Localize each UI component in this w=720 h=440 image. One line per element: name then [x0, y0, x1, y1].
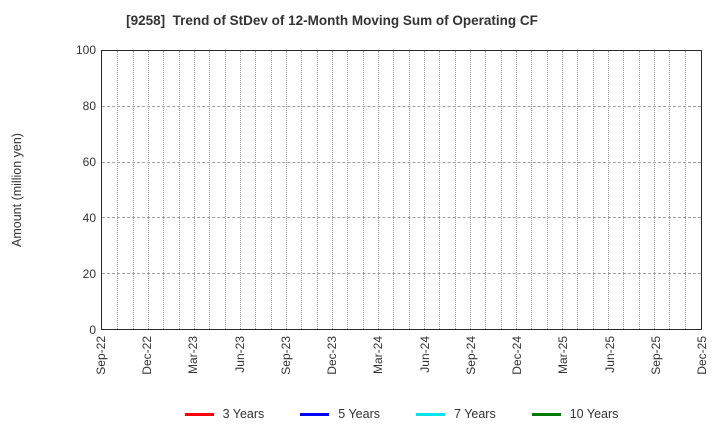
x-tick-label: Sep-24 [463, 336, 478, 375]
vertical-gridline [286, 51, 287, 329]
vertical-gridline [362, 51, 364, 329]
legend-item: 5 Years [300, 407, 380, 421]
x-tick-label: Sep-25 [648, 336, 663, 375]
legend-item: 3 Years [184, 407, 265, 421]
vertical-gridline [439, 51, 441, 329]
x-tick-label: Sep-22 [94, 336, 108, 375]
y-tick-label: 0 [89, 323, 96, 337]
vertical-gridline [454, 51, 456, 329]
plot-area [101, 50, 702, 330]
vertical-gridline [424, 51, 425, 329]
vertical-gridline [163, 51, 165, 329]
vertical-gridline [669, 51, 671, 329]
legend-label: 3 Years [222, 407, 265, 421]
x-tick-label: Mar-24 [371, 336, 386, 375]
vertical-gridline [516, 51, 517, 329]
vertical-gridline [240, 51, 241, 329]
x-tick-label: Dec-23 [325, 336, 340, 375]
x-tick-label: Dec-24 [510, 336, 525, 375]
y-axis-tick-labels: 0 20 40 60 80 100 [0, 43, 96, 337]
vertical-gridline [148, 51, 149, 329]
y-tick-label: 60 [82, 155, 96, 169]
vertical-gridline [316, 51, 318, 329]
x-tick-label: Jun-23 [232, 336, 247, 373]
y-tick-label: 80 [82, 99, 96, 113]
horizontal-gridline [102, 161, 701, 163]
vertical-gridline [332, 51, 333, 329]
vertical-gridline [224, 51, 226, 329]
legend-line-swatch [184, 412, 214, 416]
vertical-gridline [500, 51, 502, 329]
horizontal-gridline [102, 272, 701, 274]
x-tick-label: Mar-23 [186, 336, 201, 375]
vertical-gridline [638, 51, 640, 329]
vertical-gridline [209, 51, 211, 329]
vertical-gridline [562, 51, 563, 329]
vertical-gridline [178, 51, 180, 329]
x-tick-label: Mar-25 [556, 336, 571, 375]
x-tick-label: Dec-22 [140, 336, 155, 375]
y-tick-label: 20 [82, 267, 96, 281]
legend-label: 10 Years [569, 407, 619, 421]
chart-title: [9258] Trend of StDev of 12-Month Moving… [126, 13, 538, 28]
vertical-gridline [654, 51, 655, 329]
horizontal-gridline [102, 217, 701, 219]
x-tick-label: Jun-24 [417, 336, 432, 373]
legend-line-swatch [531, 412, 561, 416]
vertical-gridline [393, 51, 395, 329]
legend-line-swatch [416, 412, 446, 416]
vertical-gridline [194, 51, 195, 329]
vertical-gridline [684, 51, 686, 329]
vertical-gridline [301, 51, 303, 329]
legend-label: 5 Years [338, 407, 381, 421]
vertical-gridline [485, 51, 487, 329]
vertical-gridline [132, 51, 134, 329]
vertical-gridline [608, 51, 609, 329]
vertical-gridline [255, 51, 257, 329]
vertical-gridline [378, 51, 379, 329]
x-tick-label: Jun-25 [602, 336, 617, 373]
vertical-gridline [531, 51, 533, 329]
x-axis-tick-labels: Sep-22 Dec-22 Mar-23 Jun-23 Sep-23 Dec-23 Mar-… [94, 330, 709, 394]
legend-item: 7 Years [416, 407, 496, 421]
legend-item: 10 Years [531, 407, 619, 421]
vertical-gridline [546, 51, 548, 329]
vertical-gridline [347, 51, 349, 329]
horizontal-gridline [102, 106, 701, 108]
vertical-gridline [470, 51, 471, 329]
x-tick-label: Dec-25 [695, 336, 709, 375]
vertical-gridline [577, 51, 579, 329]
vertical-gridline [408, 51, 410, 329]
legend-line-swatch [300, 412, 330, 416]
vertical-gridline [117, 51, 119, 329]
y-tick-label: 40 [82, 211, 96, 225]
x-tick-label: Sep-23 [278, 336, 293, 375]
vertical-gridline [592, 51, 594, 329]
vertical-gridline [270, 51, 272, 329]
y-tick-label: 100 [75, 43, 96, 57]
legend: 3 Years 5 Years 7 Years 10 Years [101, 403, 702, 425]
vertical-gridline [623, 51, 625, 329]
legend-label: 7 Years [454, 407, 496, 421]
